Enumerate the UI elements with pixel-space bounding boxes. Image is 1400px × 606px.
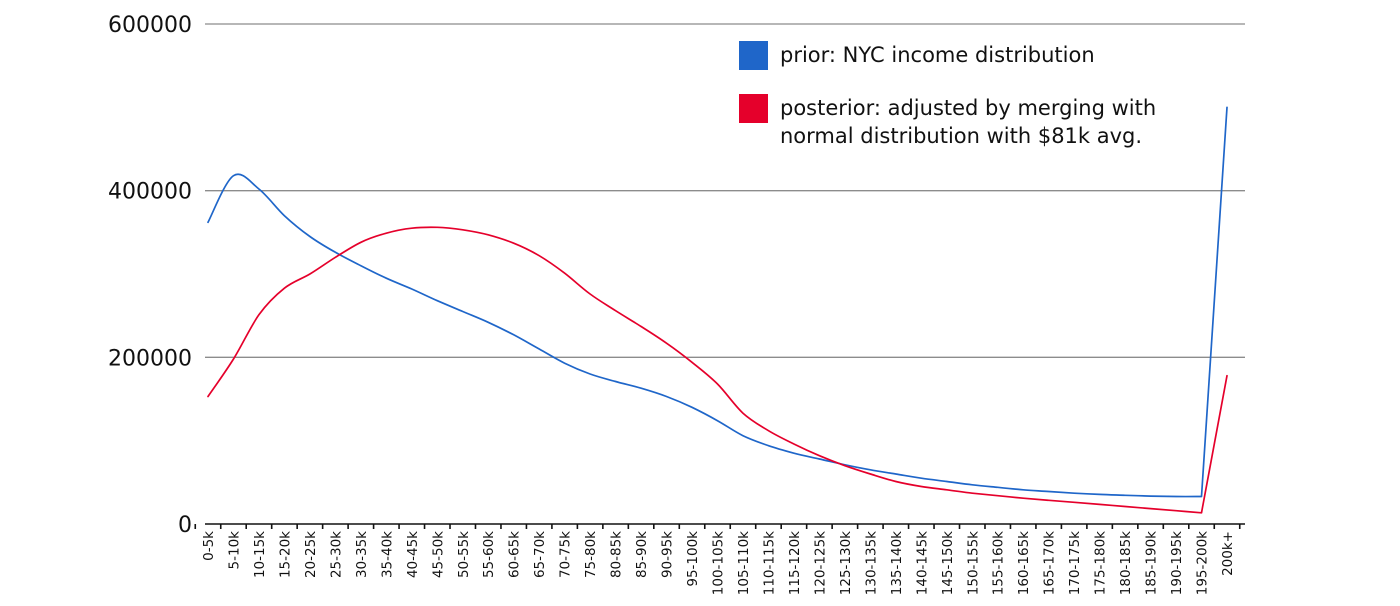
- x-tick-label: 165-170k: [1042, 531, 1058, 595]
- x-tick-label: 140-145k: [914, 531, 930, 595]
- x-tick-label: 125-130k: [838, 531, 854, 595]
- x-tick-label: 85-90k: [634, 531, 650, 578]
- x-tick-label: 130-135k: [863, 531, 879, 595]
- legend-swatch-posterior: [739, 94, 768, 123]
- y-tick-label: 400000: [108, 180, 192, 205]
- y-tick-label: 0: [178, 513, 192, 538]
- x-tick-label: 80-85k: [609, 531, 625, 578]
- x-tick-label: 60-65k: [507, 531, 523, 578]
- gridlines: [205, 23, 1245, 358]
- x-tick-label: 110-115k: [761, 531, 777, 595]
- x-tick-label: 105-110k: [736, 531, 752, 595]
- series-lines: [207, 106, 1228, 514]
- x-tick-label: 185-190k: [1144, 531, 1160, 595]
- x-axis: [194, 523, 1245, 529]
- x-tick-label: 90-95k: [660, 531, 676, 578]
- x-tick-label: 25-30k: [328, 531, 344, 578]
- legend-label-posterior: posterior: adjusted by merging with norma…: [780, 96, 1156, 148]
- y-tick-labels: 0 200000 400000 600000: [108, 13, 192, 538]
- x-tick-label: 5-10k: [226, 531, 242, 570]
- x-tick-label: 190-195k: [1169, 531, 1185, 595]
- x-tick-label: 40-45k: [405, 531, 421, 578]
- x-tick-label: 55-60k: [481, 531, 497, 578]
- legend: prior: NYC income distribution posterior:…: [739, 41, 1156, 148]
- x-tick-label: 95-100k: [685, 531, 701, 587]
- legend-swatch-prior: [739, 41, 768, 70]
- x-tick-label: 160-165k: [1016, 531, 1032, 595]
- x-tick-label: 30-35k: [354, 531, 370, 578]
- x-tick-label: 135-140k: [889, 531, 905, 595]
- x-tick-label: 180-185k: [1118, 531, 1134, 595]
- x-tick-label: 35-40k: [379, 531, 395, 578]
- x-tick-label: 145-150k: [940, 531, 956, 595]
- x-tick-label: 175-180k: [1093, 531, 1109, 595]
- x-tick-label: 200k+: [1220, 531, 1236, 576]
- x-tick-label: 195-200k: [1195, 531, 1211, 595]
- x-tick-label: 50-55k: [456, 531, 472, 578]
- series-line-prior: [207, 106, 1228, 498]
- x-tick-label: 120-125k: [812, 531, 828, 595]
- x-tick-label: 65-70k: [532, 531, 548, 578]
- x-tick-label: 150-155k: [965, 531, 981, 595]
- x-tick-label: 70-75k: [558, 531, 574, 578]
- series-line-posterior: [207, 226, 1228, 514]
- x-tick-label: 45-50k: [430, 531, 446, 578]
- x-tick-label: 75-80k: [583, 531, 599, 578]
- x-tick-labels: 0-5k 5-10k 10-15k 15-20k 20-25k 25-30k 30-35k 3…: [201, 531, 1236, 595]
- x-tick-label: 10-15k: [252, 531, 268, 578]
- x-tick-label: 0-5k: [201, 531, 217, 561]
- x-tick-label: 170-175k: [1067, 531, 1083, 595]
- x-tick-label: 15-20k: [277, 531, 293, 578]
- x-tick-label: 115-120k: [787, 531, 803, 595]
- legend-label-prior: prior: NYC income distribution: [780, 43, 1095, 67]
- y-tick-label: 200000: [108, 346, 192, 371]
- x-tick-label: 100-105k: [711, 531, 727, 595]
- x-tick-label: 155-160k: [991, 531, 1007, 595]
- x-tick-label: 20-25k: [303, 531, 319, 578]
- y-tick-label: 600000: [108, 13, 192, 38]
